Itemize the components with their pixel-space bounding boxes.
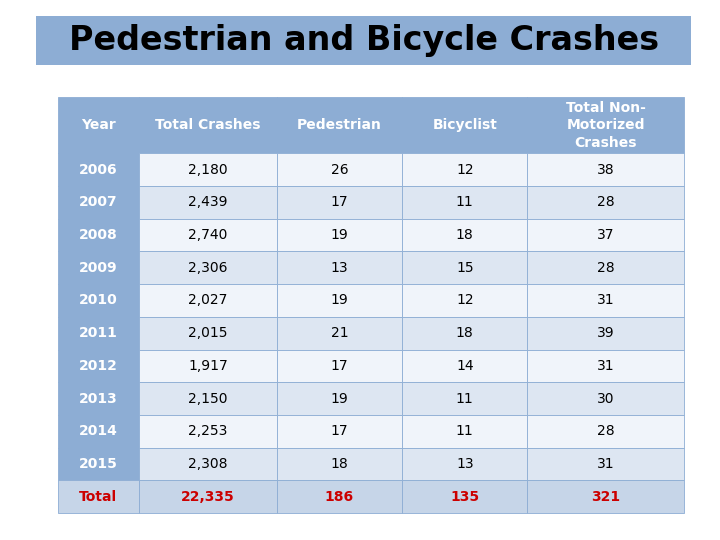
Text: 14: 14 [456, 359, 474, 373]
Text: 2,439: 2,439 [188, 195, 228, 210]
Text: Total Crashes: Total Crashes [156, 118, 261, 132]
Text: 2011: 2011 [79, 326, 118, 340]
Text: 31: 31 [597, 359, 614, 373]
Text: Bicyclist: Bicyclist [432, 118, 498, 132]
Text: 2,150: 2,150 [188, 392, 228, 406]
Text: 2013: 2013 [79, 392, 117, 406]
Text: 2009: 2009 [79, 261, 117, 275]
Text: 19: 19 [330, 392, 348, 406]
Text: 12: 12 [456, 163, 474, 177]
Text: 2015: 2015 [79, 457, 118, 471]
Text: 321: 321 [591, 490, 620, 504]
Text: 39: 39 [597, 326, 614, 340]
Text: 21: 21 [330, 326, 348, 340]
Text: Year: Year [81, 118, 116, 132]
Text: 11: 11 [456, 392, 474, 406]
Text: 186: 186 [325, 490, 354, 504]
Text: 2007: 2007 [79, 195, 117, 210]
Text: 18: 18 [330, 457, 348, 471]
Text: 2014: 2014 [79, 424, 118, 438]
Text: 26: 26 [330, 163, 348, 177]
Text: 2010: 2010 [79, 293, 117, 307]
Text: Pedestrian and Bicycle Crashes: Pedestrian and Bicycle Crashes [68, 24, 659, 57]
Text: 11: 11 [456, 424, 474, 438]
Text: 37: 37 [597, 228, 614, 242]
Text: 38: 38 [597, 163, 614, 177]
Text: 2,253: 2,253 [188, 424, 228, 438]
Text: 28: 28 [597, 195, 614, 210]
Text: 13: 13 [456, 457, 474, 471]
Text: 2,306: 2,306 [188, 261, 228, 275]
Text: 28: 28 [597, 261, 614, 275]
Text: Total Non-
Motorized
Crashes: Total Non- Motorized Crashes [566, 101, 646, 150]
Text: 15: 15 [456, 261, 474, 275]
Text: 2012: 2012 [79, 359, 118, 373]
Text: 28: 28 [597, 424, 614, 438]
Text: 17: 17 [330, 195, 348, 210]
Text: 17: 17 [330, 359, 348, 373]
Text: 2006: 2006 [79, 163, 117, 177]
Text: 1,917: 1,917 [188, 359, 228, 373]
Text: 2,740: 2,740 [188, 228, 228, 242]
Text: Total: Total [79, 490, 117, 504]
Text: 2,027: 2,027 [188, 293, 228, 307]
Text: 2,015: 2,015 [188, 326, 228, 340]
Text: 11: 11 [456, 195, 474, 210]
Text: 19: 19 [330, 293, 348, 307]
Text: 31: 31 [597, 457, 614, 471]
Text: 12: 12 [456, 293, 474, 307]
Text: Pedestrian: Pedestrian [297, 118, 382, 132]
Text: 13: 13 [330, 261, 348, 275]
Text: 19: 19 [330, 228, 348, 242]
Text: 18: 18 [456, 228, 474, 242]
Text: 30: 30 [597, 392, 614, 406]
Text: 2008: 2008 [79, 228, 117, 242]
Text: 135: 135 [450, 490, 480, 504]
Text: 18: 18 [456, 326, 474, 340]
Text: 31: 31 [597, 293, 614, 307]
Text: 2,180: 2,180 [188, 163, 228, 177]
Text: 17: 17 [330, 424, 348, 438]
Text: 2,308: 2,308 [188, 457, 228, 471]
Text: 22,335: 22,335 [181, 490, 235, 504]
